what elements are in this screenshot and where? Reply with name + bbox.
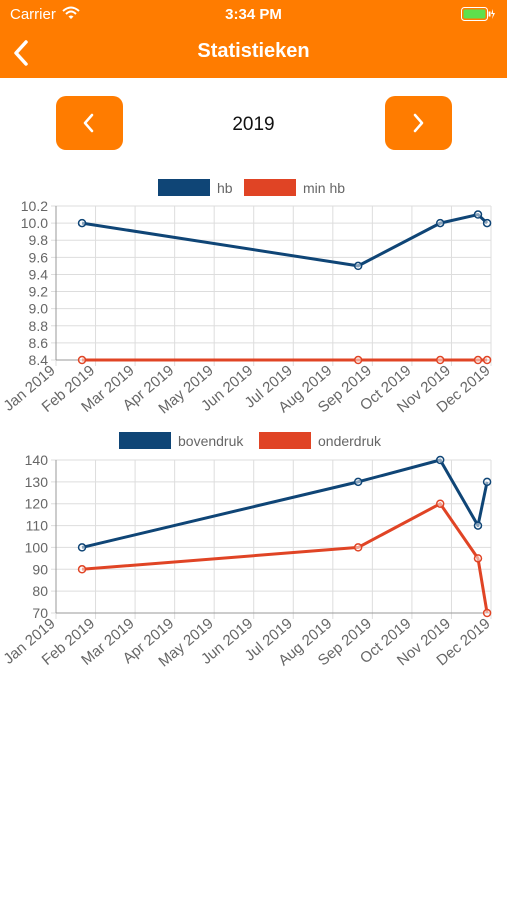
legend-swatch [158,179,210,196]
y-tick-label: 8.6 [29,335,49,351]
y-tick-label: 10.2 [21,198,48,214]
y-tick-label: 100 [25,539,49,555]
page-title: Statistieken [197,40,310,62]
y-tick-label: 9.2 [29,284,49,300]
y-tick-label: 10.0 [21,215,48,231]
legend-label: min hb [303,180,345,196]
y-tick-label: 130 [25,474,49,490]
chevron-left-icon [83,113,94,133]
y-tick-label: 110 [26,518,49,534]
data-point [482,608,492,618]
year-label: 2019 [232,114,275,135]
data-point [435,355,445,365]
y-tick-label: 120 [25,496,49,512]
y-tick-label: 140 [25,452,49,468]
next-year-button[interactable] [385,96,452,150]
y-tick-label: 9.6 [29,249,49,265]
data-point [77,565,87,574]
legend-label: hb [217,180,233,196]
data-point [353,477,363,487]
previous-year-button[interactable] [56,96,123,150]
data-point [77,355,87,365]
data-point [482,477,492,487]
data-point [473,521,483,530]
legend-swatch [244,179,296,196]
data-point [435,455,445,465]
status-bar: Carrier 3:34 PM [0,0,507,28]
legend-label: bovendruk [178,433,244,449]
y-tick-label: 9.0 [29,301,49,317]
legend-swatch [119,432,171,449]
y-tick-label: 9.4 [29,266,49,282]
app-header: Carrier 3:34 PM Statistieken [0,0,507,78]
data-point [473,355,483,365]
y-tick-label: 8.4 [29,352,49,368]
data-point [353,261,363,271]
data-point [482,355,492,365]
legend-label: onderdruk [318,433,382,449]
back-button[interactable] [10,38,34,68]
data-point [353,543,363,552]
clock: 3:34 PM [225,6,282,23]
y-tick-label: 9.8 [29,232,49,248]
data-point [473,210,483,219]
data-point [77,218,87,228]
chevron-right-icon [413,113,424,133]
data-point [482,218,492,228]
series-line [81,502,489,614]
data-point [473,554,483,563]
y-tick-label: 8.8 [29,318,49,334]
y-tick-label: 90 [32,561,48,577]
wifi-icon [62,6,80,25]
legend-swatch [259,432,311,449]
data-point [435,218,445,228]
chevron-left-icon [14,40,28,66]
y-tick-label: 70 [32,605,48,621]
data-point [77,543,87,552]
carrier-label: Carrier [10,6,56,23]
data-point [353,355,363,365]
y-tick-label: 80 [32,583,48,599]
battery-icon [461,7,495,21]
data-point [435,499,445,508]
